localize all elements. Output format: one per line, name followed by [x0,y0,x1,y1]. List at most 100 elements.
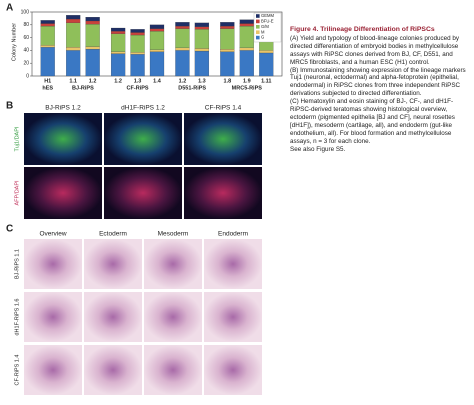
y-axis-label: Colony Number [11,23,17,61]
bar-segment [85,46,100,50]
bar-segment [85,17,100,22]
column-label: dH1F-RiPS 1.2 [121,105,165,112]
bar-segment [130,54,145,77]
x-tick-label: 1.4 [153,78,162,84]
bar-segment [194,22,210,27]
x-tick-label: 1.3 [134,78,142,84]
micrograph [84,239,142,289]
legend-swatch [256,14,260,18]
bar-segment [110,31,126,34]
micrograph [84,292,142,342]
bar-segment [175,47,190,51]
panel-c: Overview Ectoderm Mesoderm Endoderm BJ-RiPS … [14,231,262,395]
bar-segment [110,51,126,54]
micrograph [184,113,262,165]
x-tick-label: 1.2 [89,78,97,84]
row-label: CF-RiPS 1.4 [14,355,20,386]
micrograph [104,113,182,165]
bar-segment [259,50,274,54]
micrograph [204,292,262,342]
micrograph [144,292,202,342]
bar-segment [149,24,165,29]
column-label: CF-RiPS 1.4 [205,105,242,112]
bar-segment [66,22,81,48]
micrograph [24,292,82,342]
bar-segment [239,25,254,48]
bar-segment [239,19,254,24]
bar-segment [239,47,254,51]
caption-title: Figure 4. Trilineage Differentiation of … [290,26,435,33]
row-label: AFP/DAPI [14,180,20,206]
micrograph [24,239,82,289]
legend-label: GEMM [261,13,275,18]
caption-paragraph: (C) Hematoxylin and eosin staining of BJ… [290,98,455,145]
micrograph [204,345,262,395]
x-tick-label: 1.1 [69,78,77,84]
bar-segment [85,24,100,47]
bar-segment [130,32,145,36]
bar-segment [239,23,254,27]
bar-segment [40,45,55,48]
legend-label: BFU-E [261,19,274,24]
x-tick-label: 1.9 [243,78,251,84]
bar-segment [110,33,126,52]
bar-segment [175,25,190,29]
panel-b: BJ-RiPS 1.2 dH1F-RiPS 1.2 CF-RiPS 1.4 Tuj1/… [14,105,262,219]
micrograph [24,167,102,219]
micrograph [24,113,102,165]
bar-segment [40,20,55,24]
caption-paragraph: (B) Immunostaining showing expression of… [290,66,466,98]
group-label: D551-RiPS [178,85,206,91]
bar-segment [194,29,210,49]
bar-segment [194,50,210,77]
legend-label: G [261,35,264,40]
column-label: Overview [39,231,66,238]
group-label: hES [42,85,53,91]
bar-segment [149,31,165,50]
micrograph [184,167,262,219]
legend-swatch [256,25,260,29]
y-tick-label: 80 [23,22,29,28]
micrograph [104,167,182,219]
micrograph [84,345,142,395]
bar-segment [40,23,55,27]
bar-segment [40,25,55,46]
legend-label: G/M [261,24,269,29]
caption: Figure 4. Trilineage Differentiation of … [290,26,470,154]
bar-segment [130,52,145,55]
row-label: dH1F-RiPS 1.6 [14,299,20,336]
bar-segment [175,22,190,27]
group-label: MRC5-RiPS [232,85,263,91]
micrograph [24,345,82,395]
bar-segment [149,51,165,77]
micrograph [204,239,262,289]
bar-segment [66,15,81,20]
caption-paragraph: (A) Yield and typology of blood-lineage … [290,34,460,66]
bar-segment [175,50,190,77]
caption-paragraph: See also Figure S5. [290,145,346,153]
bar-segment [175,28,190,48]
bar-segment [149,49,165,52]
bar-segment [239,50,254,77]
bar-segment [220,51,235,77]
y-tick-label: 20 [23,61,29,67]
bar-segment [149,28,165,32]
bar-segment [66,50,81,77]
bar-segment [220,25,235,29]
bar-segment [66,18,81,23]
bar-segment [85,49,100,77]
bar-segment [130,34,145,53]
x-tick-label: 1.11 [261,78,271,84]
legend-label: M [261,29,265,34]
column-label: Endoderm [218,231,248,238]
bar-segment [194,26,210,30]
y-tick-label: 0 [26,73,29,79]
column-label: Mesoderm [158,231,189,238]
y-tick-label: 100 [21,9,30,15]
bar-segment [110,53,126,77]
y-tick-label: 60 [23,35,29,41]
legend-swatch [256,30,260,34]
